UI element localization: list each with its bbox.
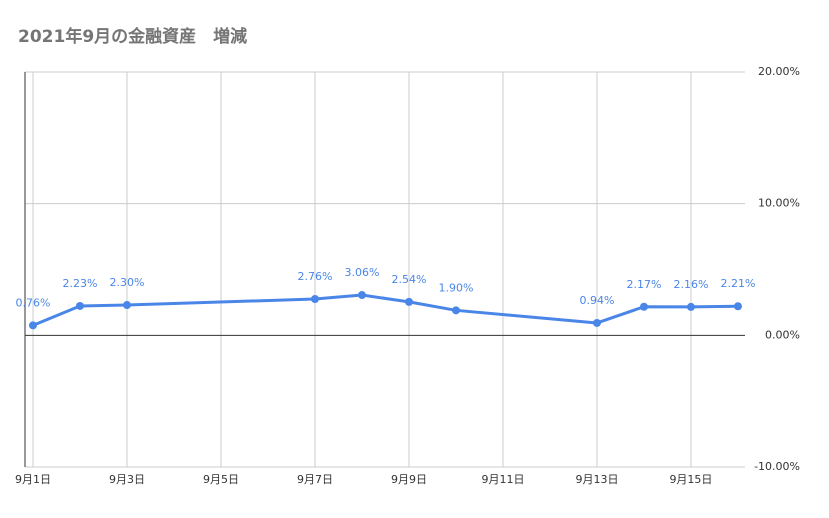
y-tick-label: 0.00% bbox=[765, 328, 800, 341]
x-tick-label: 9月7日 bbox=[297, 473, 333, 486]
x-tick-label: 9月13日 bbox=[575, 473, 618, 486]
value-label: 2.17% bbox=[626, 278, 661, 291]
point bbox=[592, 318, 601, 327]
point bbox=[28, 321, 37, 330]
value-label: 2.76% bbox=[297, 270, 332, 283]
x-tick-label: 9月5日 bbox=[203, 473, 239, 486]
x-tick-label: 9月1日 bbox=[15, 473, 51, 486]
x-tick-label: 9月15日 bbox=[669, 473, 712, 486]
value-label: 2.21% bbox=[720, 277, 755, 290]
point bbox=[122, 301, 131, 310]
x-tick-label: 9月9日 bbox=[391, 473, 427, 486]
y-tick-label: 20.00% bbox=[758, 65, 800, 78]
value-label: 2.16% bbox=[673, 278, 708, 291]
y-tick-label: 10.00% bbox=[758, 197, 800, 210]
value-label: 0.76% bbox=[16, 296, 51, 309]
value-label: 2.23% bbox=[63, 277, 98, 290]
x-tick-label: 9月11日 bbox=[481, 473, 524, 486]
point bbox=[75, 301, 84, 310]
point bbox=[451, 306, 460, 315]
x-tick-label: 9月3日 bbox=[109, 473, 145, 486]
chart-title: 2021年9月の金融資産 増減 bbox=[18, 26, 247, 47]
value-label: 3.06% bbox=[344, 266, 379, 279]
point bbox=[357, 291, 366, 300]
value-label: 0.94% bbox=[579, 294, 614, 307]
point bbox=[404, 297, 413, 306]
value-label: 1.90% bbox=[438, 281, 473, 294]
value-label: 2.54% bbox=[391, 273, 426, 286]
line bbox=[32, 293, 738, 327]
point bbox=[639, 302, 648, 311]
point bbox=[733, 302, 742, 311]
y-tick-label: -10.00% bbox=[754, 460, 800, 473]
point bbox=[686, 302, 695, 311]
value-label: 2.30% bbox=[110, 276, 145, 289]
point bbox=[310, 294, 319, 303]
